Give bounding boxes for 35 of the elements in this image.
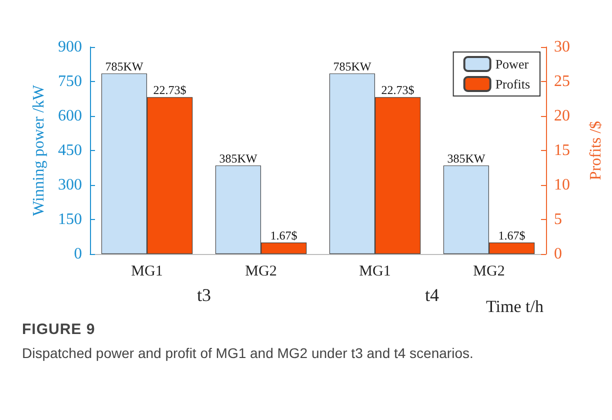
legend-label: Profits [495, 76, 530, 92]
data-label: 22.73$ [381, 83, 414, 98]
y-tick-label: 750 [58, 73, 82, 90]
data-label: 385KW [447, 151, 486, 166]
text: t4 [424, 285, 440, 305]
y2-tick-label: 25 [554, 73, 570, 90]
y-tick-label: 0 [74, 246, 82, 262]
y2-axis-title: Profits /$ [588, 120, 604, 180]
y2-tick-label: 15 [554, 142, 570, 159]
y-tick-label: 150 [58, 211, 82, 228]
x-tick-label: MG2 [245, 264, 277, 280]
y-tick-label: 900 [58, 38, 82, 56]
data-label: 22.73$ [153, 83, 186, 98]
legend-label: Power [495, 56, 530, 72]
y-tick-label: 300 [58, 176, 82, 194]
x-tick-label: MG1 [131, 264, 163, 280]
text: Dispatched power and profit of MG1 and MG2 under t3 and t4 scenarios. [22, 344, 474, 363]
data-label: 1.67$ [498, 228, 526, 242]
data-label: 1.67$ [270, 228, 298, 242]
y-axis-title: Winning power /kW [30, 84, 48, 216]
y2-tick-label: 10 [554, 176, 570, 194]
x-tick-label: MG1 [359, 264, 391, 280]
x-axis-title: Time t/h [486, 297, 544, 316]
data-label: 385KW [219, 151, 258, 166]
data-label: 785KW [105, 59, 144, 74]
y-tick-label: 600 [58, 108, 82, 124]
data-label: 785KW [333, 59, 372, 74]
text: t3 [196, 285, 212, 305]
y2-tick-label: 5 [554, 211, 562, 228]
y2-tick-label: 30 [554, 38, 570, 56]
text: FIGURE 9 [22, 321, 96, 338]
y2-tick-label: 0 [554, 246, 562, 262]
y2-tick-label: 20 [554, 108, 570, 124]
x-tick-label: MG2 [473, 264, 505, 280]
y-tick-label: 450 [58, 142, 82, 159]
